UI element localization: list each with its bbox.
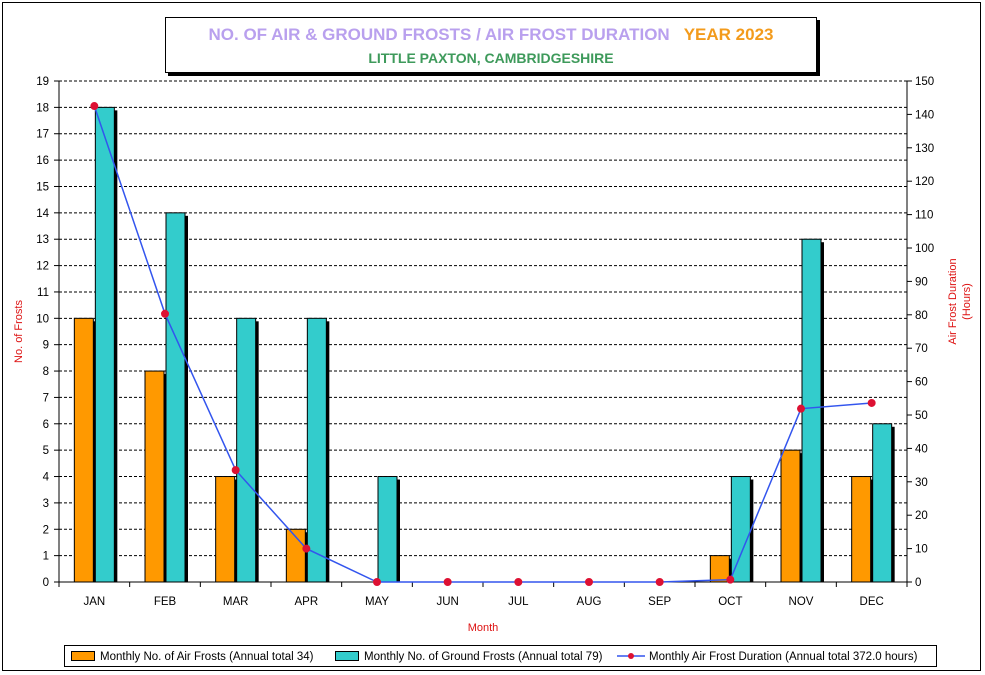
x-tick-label: MAR (223, 596, 249, 608)
y-tick-label: 18 (36, 102, 49, 114)
y2-tick-label: 30 (915, 477, 928, 489)
x-tick-label: JAN (83, 596, 105, 608)
x-tick-label: OCT (718, 596, 742, 608)
y2-tick-label: 50 (915, 410, 928, 422)
x-tick-label: JUN (436, 596, 458, 608)
y2-tick-label: 80 (915, 310, 928, 322)
bar-ground-dec (872, 423, 893, 583)
x-axis-title: Month (468, 622, 499, 634)
y-axis-title: No. of Frosts (13, 300, 25, 363)
frost-chart: 0123456789101112131415161718190102030405… (13, 76, 973, 634)
y-tick-label: 8 (43, 366, 49, 378)
y-tick-label: 16 (36, 155, 49, 167)
bar-air-nov (780, 449, 801, 583)
y-tick-label: 10 (36, 313, 49, 325)
legend-item-air: Monthly No. of Air Frosts (Annual total … (71, 650, 313, 664)
y-tick-label: 2 (43, 524, 49, 536)
duration-point-aug (585, 578, 593, 586)
x-tick-label: SEP (648, 596, 671, 608)
y2-tick-label: 110 (915, 210, 933, 222)
y-tick-label: 15 (36, 181, 49, 193)
duration-point-sep (655, 578, 664, 586)
bar-air-jan (73, 317, 94, 583)
y-tick-label: 11 (37, 287, 49, 299)
y-tick-label: 5 (43, 445, 49, 457)
y2-tick-label: 120 (915, 176, 934, 188)
bar-air-dec (851, 476, 872, 583)
chart-title-box: NO. OF AIR & GROUND FROSTS / AIR FROST D… (165, 17, 817, 73)
y-tick-label: 17 (36, 129, 49, 141)
x-tick-label: NOV (789, 596, 814, 608)
chart-title-year: YEAR 2023 (683, 25, 774, 44)
duration-point-feb (161, 309, 169, 318)
y-tick-label: 12 (36, 261, 49, 273)
bar-ground-nov (801, 238, 822, 583)
legend-label-air: Monthly No. of Air Frosts (Annual total … (100, 651, 314, 663)
y2-tick-label: 140 (915, 109, 934, 121)
x-tick-label: APR (295, 596, 319, 608)
bar-ground-apr (306, 317, 327, 583)
y-tick-label: 0 (43, 577, 49, 589)
legend-line-duration (617, 652, 645, 659)
y2-tick-label: 150 (915, 76, 934, 88)
y2-tick-label: 40 (915, 443, 928, 455)
x-tick-label: MAY (365, 596, 389, 608)
y-tick-label: 3 (43, 498, 49, 510)
duration-point-may (373, 578, 381, 586)
y-tick-label: 13 (36, 234, 49, 246)
legend-label-ground: Monthly No. of Ground Frosts (Annual tot… (364, 651, 603, 663)
y2-tick-label: 100 (915, 243, 934, 255)
y2-axis-title-unit: (Hours) (961, 283, 973, 320)
y2-tick-label: 130 (915, 143, 934, 155)
bar-air-feb (144, 370, 165, 583)
chart-title-main: NO. OF AIR & GROUND FROSTS / AIR FROST D… (208, 25, 670, 44)
chart-title: NO. OF AIR & GROUND FROSTS / AIR FROST D… (166, 25, 816, 45)
duration-point-mar (231, 466, 240, 475)
y2-tick-label: 90 (915, 276, 928, 288)
bar-ground-may (377, 476, 398, 583)
bar-ground-oct (730, 476, 751, 583)
x-tick-label: JUL (508, 596, 529, 608)
y2-tick-label: 20 (915, 510, 928, 522)
y2-axis-title: Air Frost Duration (947, 258, 959, 344)
duration-point-nov (797, 404, 805, 413)
bar-ground-feb (165, 212, 186, 583)
x-tick-label: DEC (860, 596, 884, 608)
y2-tick-label: 0 (915, 577, 921, 589)
duration-point-jan (90, 102, 99, 111)
bar-air-oct (709, 555, 730, 583)
x-tick-label: FEB (154, 596, 177, 608)
y2-tick-label: 60 (915, 377, 928, 389)
chart-subtitle: LITTLE PAXTON, CAMBRIDGESHIRE (368, 50, 614, 66)
bar-ground-jan (94, 106, 115, 583)
legend-item-duration: Monthly Air Frost Duration (Annual total… (617, 650, 917, 664)
legend-item-ground: Monthly No. of Ground Frosts (Annual tot… (335, 650, 602, 664)
y-tick-label: 7 (43, 392, 49, 404)
y-tick-label: 19 (36, 76, 49, 88)
y-tick-label: 6 (43, 419, 49, 431)
duration-line (93, 105, 872, 583)
bar-air-mar (215, 476, 236, 583)
duration-point-oct (726, 575, 735, 584)
y2-tick-label: 70 (915, 343, 928, 355)
legend-swatch-ground (335, 650, 359, 661)
legend: Monthly No. of Air Frosts (Annual total … (64, 645, 937, 667)
y-tick-label: 1 (43, 551, 49, 563)
legend-swatch-air (71, 650, 95, 661)
y-tick-label: 4 (43, 472, 50, 484)
x-tick-label: AUG (577, 596, 602, 608)
duration-point-apr (302, 544, 311, 553)
duration-point-dec (867, 398, 876, 407)
duration-point-jun (443, 578, 452, 586)
y-tick-label: 14 (36, 208, 49, 220)
y-tick-label: 9 (43, 340, 49, 352)
bar-ground-mar (236, 317, 257, 583)
legend-label-duration: Monthly Air Frost Duration (Annual total… (649, 651, 918, 663)
duration-point-jul (514, 578, 523, 586)
y2-tick-label: 10 (915, 544, 928, 556)
